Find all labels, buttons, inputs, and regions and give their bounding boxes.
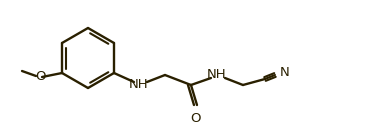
Text: NH: NH xyxy=(129,79,149,91)
Text: O: O xyxy=(35,70,45,84)
Text: NH: NH xyxy=(207,69,227,81)
Text: O: O xyxy=(191,112,201,125)
Text: N: N xyxy=(280,67,290,79)
